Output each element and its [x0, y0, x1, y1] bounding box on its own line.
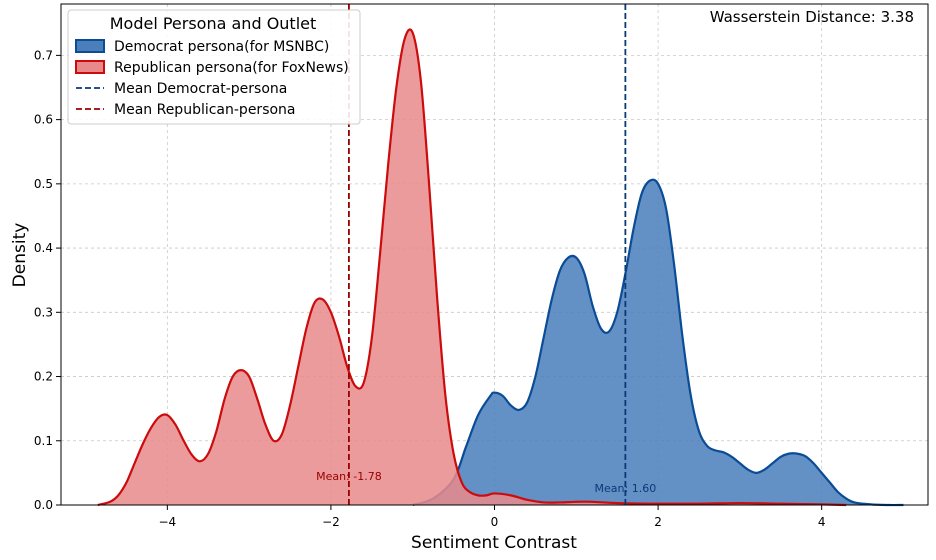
y-tick-label: 0.5 [34, 177, 53, 191]
legend: Model Persona and Outlet Democrat person… [67, 9, 361, 125]
republican-mean-label: Mean: -1.78 [316, 470, 382, 483]
y-tick-label: 0.3 [34, 305, 53, 319]
x-axis-label: Sentiment Contrast [411, 533, 577, 553]
x-tick-label: −4 [158, 515, 176, 529]
democrat-density-curve [412, 178, 904, 507]
democrat-density-area [412, 179, 904, 506]
x-tick-label: 0 [491, 515, 499, 529]
x-tick-label: 4 [818, 515, 826, 529]
y-tick-label: 0.0 [34, 498, 53, 512]
democrat-mean-label: Mean: 1.60 [595, 482, 657, 495]
republican-density-area [97, 29, 847, 506]
legend-label-0: Democrat persona(for MSNBC) [114, 39, 329, 55]
legend-label-3: Mean Republican-persona [114, 102, 296, 118]
legend-label-1: Republican persona(for FoxNews) [114, 60, 349, 76]
legend-swatch-0 [75, 39, 105, 53]
y-tick-label: 0.4 [34, 241, 53, 255]
legend-label-2: Mean Democrat-persona [114, 81, 287, 97]
republican-density-curve [97, 28, 847, 507]
x-tick-label: 2 [654, 515, 662, 529]
y-tick-label: 0.2 [34, 370, 53, 384]
legend-swatch-1 [75, 60, 105, 74]
axis-ticks: −4 −2 0 2 4 0.0 0.1 0.2 0.3 0.4 0.5 0.6 0.7 [34, 48, 826, 529]
y-tick-label: 0.6 [34, 113, 53, 127]
density-areas [97, 28, 904, 507]
y-tick-label: 0.7 [34, 48, 53, 62]
legend-title: Model Persona and Outlet [110, 14, 317, 33]
x-tick-label: −2 [322, 515, 340, 529]
y-axis-label: Density [10, 223, 30, 288]
wasserstein-annotation: Wasserstein Distance: 3.38 [710, 8, 914, 26]
legend-box [67, 9, 361, 125]
y-tick-label: 0.1 [34, 434, 53, 448]
